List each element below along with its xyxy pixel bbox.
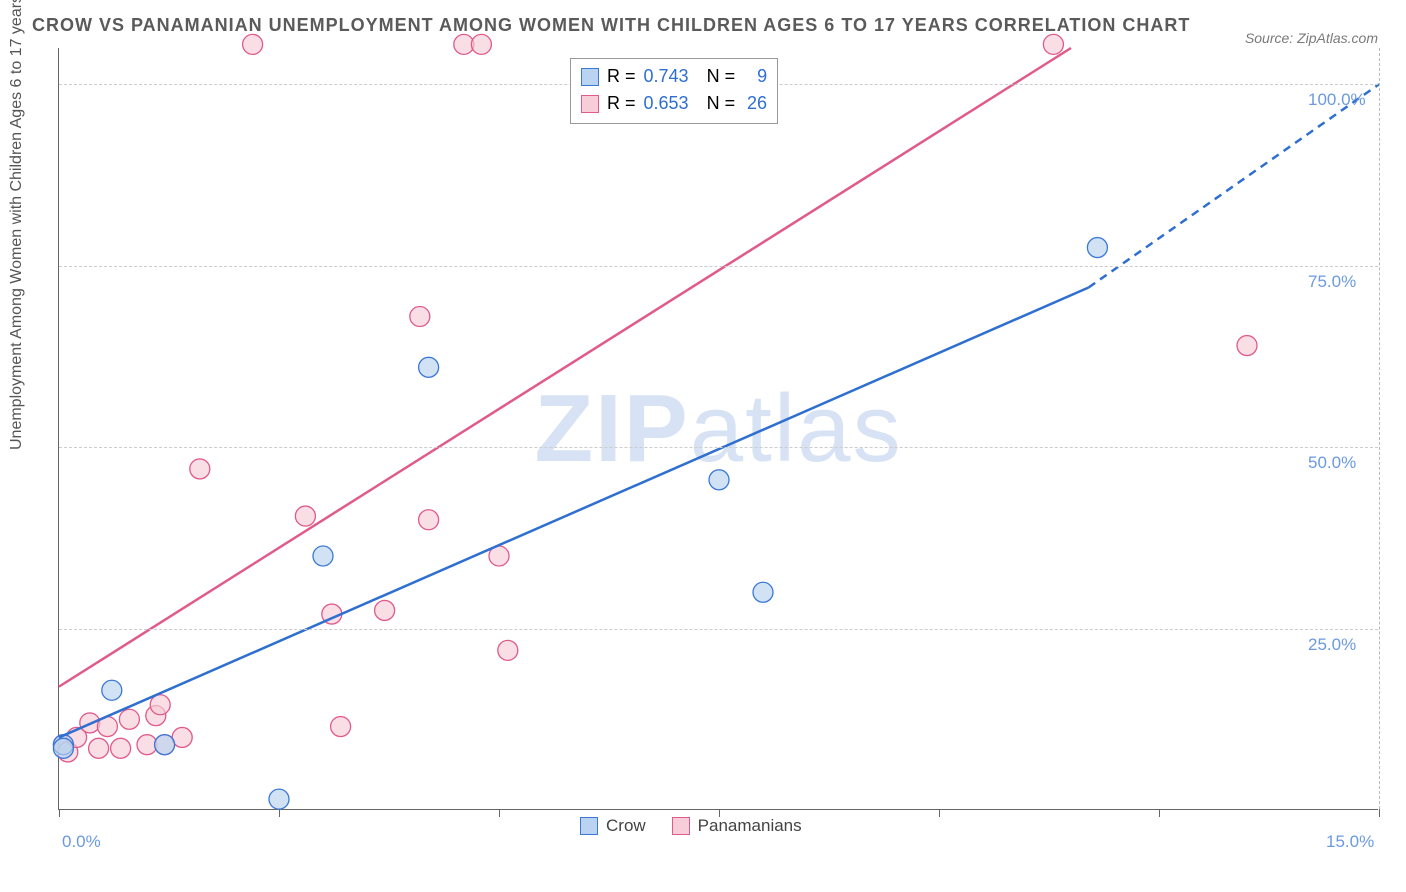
data-point	[709, 470, 729, 490]
swatch-panamanians	[581, 95, 599, 113]
stat-text: N =	[697, 63, 736, 90]
data-point	[419, 357, 439, 377]
x-tick	[279, 809, 280, 817]
data-point	[89, 738, 109, 758]
legend-row-panamanians: R = 0.653 N = 26	[581, 90, 767, 117]
data-point	[295, 506, 315, 526]
legend-label-crow: Crow	[606, 816, 646, 836]
data-point	[1237, 336, 1257, 356]
legend-row-crow: R = 0.743 N = 9	[581, 63, 767, 90]
plot-area: ZIPatlas	[58, 48, 1378, 810]
swatch-crow	[581, 68, 599, 86]
x-tick-label: 0.0%	[62, 832, 101, 852]
stat-text: R =	[607, 90, 636, 117]
data-point	[419, 510, 439, 530]
y-tick-label: 100.0%	[1308, 90, 1366, 110]
x-tick-label: 15.0%	[1326, 832, 1374, 852]
r-value-panamanians: 0.653	[644, 90, 689, 117]
data-point	[471, 34, 491, 54]
x-tick	[939, 809, 940, 817]
y-tick-label: 25.0%	[1308, 635, 1356, 655]
chart-svg	[59, 48, 1378, 809]
data-point	[753, 582, 773, 602]
x-tick	[1379, 809, 1380, 817]
r-value-crow: 0.743	[644, 63, 689, 90]
n-value-panamanians: 26	[743, 90, 767, 117]
gridline	[59, 447, 1378, 448]
data-point	[410, 307, 430, 327]
legend-item-panamanians: Panamanians	[672, 816, 802, 836]
x-tick	[1159, 809, 1160, 817]
legend-item-crow: Crow	[580, 816, 646, 836]
data-point	[150, 695, 170, 715]
data-point	[1087, 238, 1107, 258]
trend-line	[59, 48, 1071, 687]
data-point	[119, 709, 139, 729]
data-point	[102, 680, 122, 700]
gridline	[59, 629, 1378, 630]
source-label: Source: ZipAtlas.com	[1245, 30, 1378, 46]
x-tick	[499, 809, 500, 817]
chart-title: CROW VS PANAMANIAN UNEMPLOYMENT AMONG WO…	[32, 15, 1190, 36]
y-tick-label: 50.0%	[1308, 453, 1356, 473]
data-point	[498, 640, 518, 660]
data-point	[331, 717, 351, 737]
trend-line	[1089, 84, 1379, 287]
y-axis-label: Unemployment Among Women with Children A…	[8, 0, 26, 450]
data-point	[313, 546, 333, 566]
swatch-panamanians	[672, 817, 690, 835]
data-point	[1043, 34, 1063, 54]
data-point	[269, 789, 289, 809]
data-point	[243, 34, 263, 54]
data-point	[111, 738, 131, 758]
data-point	[190, 459, 210, 479]
legend-label-panamanians: Panamanians	[698, 816, 802, 836]
n-value-crow: 9	[743, 63, 767, 90]
stat-text: R =	[607, 63, 636, 90]
stat-text: N =	[697, 90, 736, 117]
data-point	[375, 600, 395, 620]
trend-line	[59, 287, 1089, 737]
y-tick-label: 75.0%	[1308, 272, 1356, 292]
data-point	[53, 738, 73, 758]
swatch-crow	[580, 817, 598, 835]
x-tick	[59, 809, 60, 817]
data-point	[155, 735, 175, 755]
correlation-legend: R = 0.743 N = 9 R = 0.653 N = 26	[570, 58, 778, 124]
gridline	[59, 266, 1378, 267]
series-legend: Crow Panamanians	[580, 816, 802, 836]
